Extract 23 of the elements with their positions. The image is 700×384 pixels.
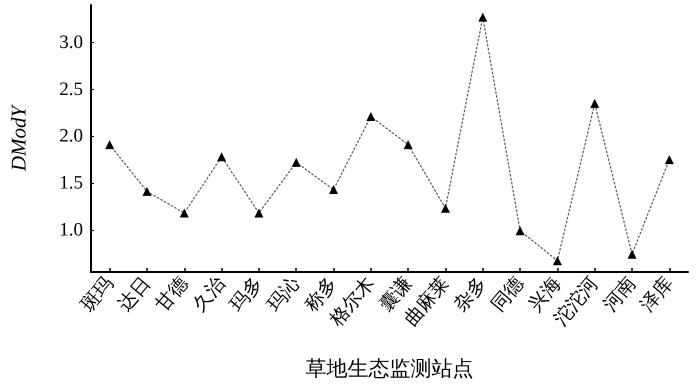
point xyxy=(478,12,488,22)
point xyxy=(628,250,637,259)
x-axis-title: 草地生态监测站点 xyxy=(306,356,474,380)
y-axis-title: DModY xyxy=(6,104,30,172)
point xyxy=(552,256,562,266)
point xyxy=(180,208,189,218)
point xyxy=(404,140,413,150)
point xyxy=(516,226,525,236)
point xyxy=(292,158,301,167)
y-tick-label: 1.0 xyxy=(59,219,83,240)
point xyxy=(254,208,264,218)
y-tick-label: 2.5 xyxy=(59,78,83,100)
y-tick-label: 2.0 xyxy=(59,126,83,147)
point xyxy=(142,186,152,196)
point xyxy=(440,204,450,213)
y-tick-label: 3.0 xyxy=(59,32,83,53)
point xyxy=(329,185,338,194)
y-tick-label: 1.5 xyxy=(59,172,83,194)
point xyxy=(366,112,376,121)
point xyxy=(590,98,600,108)
point xyxy=(105,140,114,150)
point xyxy=(217,152,226,162)
point xyxy=(664,155,674,164)
